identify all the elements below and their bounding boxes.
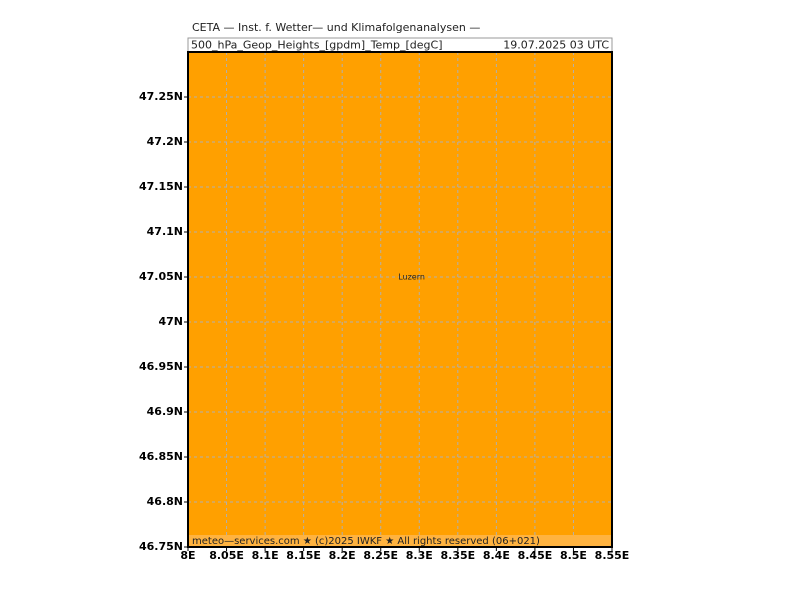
map-area [188, 52, 612, 547]
y-tick-label: 47.1N [147, 225, 183, 238]
y-tick-label: 46.9N [147, 405, 183, 418]
y-tick-label: 47.05N [139, 270, 183, 283]
y-tick-label: 47.2N [147, 135, 183, 148]
x-tick-label: 8.25E [363, 549, 398, 562]
x-tick-label: 8.2E [329, 549, 356, 562]
x-tick-label: 8.05E [209, 549, 244, 562]
x-tick-label: 8.35E [440, 549, 475, 562]
footer-bar [188, 535, 612, 547]
field-name: 500_hPa_Geop_Heights_[gpdm]_Temp_[degC] [191, 39, 443, 52]
header: CETA — Inst. f. Wetter— und Klimafolgena… [192, 21, 480, 34]
map-frame [187, 51, 613, 548]
x-tick-label: 8.45E [518, 549, 553, 562]
y-tick-label: 47.15N [139, 180, 183, 193]
y-tick-label: 46.8N [147, 495, 183, 508]
valid-time: 19.07.2025 03 UTC [503, 39, 609, 52]
y-tick-label: 47N [158, 315, 183, 328]
y-tick-label: 46.95N [139, 360, 183, 373]
x-tick-label: 8.5E [560, 549, 587, 562]
y-tick-label: 47.25N [139, 90, 183, 103]
y-tick-label: 46.75N [139, 540, 183, 553]
footer: meteo—services.com ★ (c)2025 IWKF ★ All … [192, 536, 540, 547]
x-tick-label: 8.55E [595, 549, 630, 562]
city-label: Luzern [398, 273, 425, 282]
y-tick-label: 46.85N [139, 450, 183, 463]
x-tick-label: 8.15E [286, 549, 321, 562]
x-tick-label: 8.1E [252, 549, 279, 562]
x-tick-label: 8E [180, 549, 195, 562]
x-tick-label: 8.3E [406, 549, 433, 562]
x-tick-label: 8.4E [483, 549, 510, 562]
